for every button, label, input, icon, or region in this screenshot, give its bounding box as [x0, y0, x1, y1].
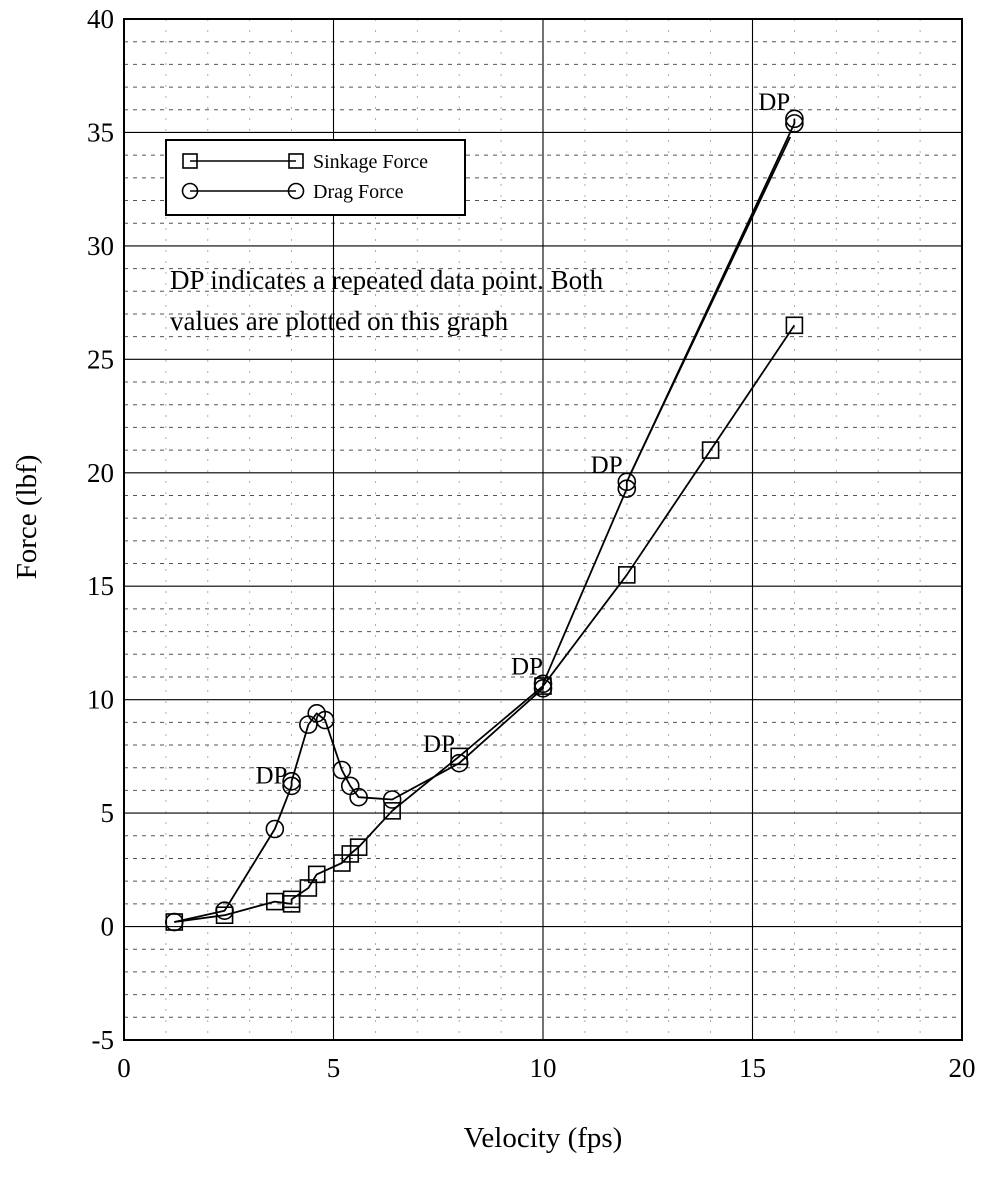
data-point-drag	[785, 114, 804, 133]
legend-label-drag: Drag Force	[313, 181, 404, 203]
y-tick-label: 25	[87, 344, 114, 374]
data-point-drag	[164, 912, 184, 932]
y-axis-label: Force (lbf)	[11, 455, 43, 580]
data-point-drag	[349, 787, 368, 807]
dp-label: DP	[591, 452, 623, 479]
x-tick-label: 15	[739, 1053, 766, 1083]
data-markers	[164, 109, 804, 932]
legend-box	[165, 139, 466, 216]
dp-labels: DP DP DP DP DP	[255, 89, 790, 790]
data-point-sinkage	[785, 316, 804, 335]
data-point-sinkage	[450, 747, 469, 766]
data-point-sinkage	[307, 865, 326, 884]
y-tick-label: 30	[87, 231, 114, 261]
x-tick-label: 0	[117, 1053, 131, 1083]
annotation-line-1: DP indicates a repeated data point. Both	[170, 265, 604, 295]
legend-marker-circle-2	[287, 182, 305, 200]
data-point-drag	[382, 790, 402, 809]
data-point-drag	[785, 109, 804, 129]
y-tick-label: 40	[87, 4, 114, 34]
data-point-drag	[315, 710, 335, 730]
y-tick-label: 10	[87, 685, 114, 715]
x-tick-label: 20	[949, 1053, 976, 1083]
y-tick-label: 15	[87, 571, 114, 601]
data-point-drag	[617, 472, 637, 492]
x-tick-label: 5	[327, 1053, 341, 1083]
data-point-sinkage	[701, 441, 720, 459]
legend-marker-square-1	[182, 153, 198, 169]
data-point-drag	[533, 674, 553, 694]
plot-frame	[123, 18, 963, 1041]
x-tick-label: 10	[530, 1053, 557, 1083]
data-point-drag	[617, 479, 637, 498]
data-point-drag	[265, 819, 285, 839]
y-tick-label: 0	[101, 912, 115, 942]
data-point-sinkage	[349, 838, 368, 856]
dp-label: DP	[423, 731, 455, 758]
dp-label: DP	[511, 654, 543, 681]
y-tick-label: 35	[87, 117, 114, 147]
data-point-drag	[215, 901, 234, 920]
y-tick-label: 5	[101, 798, 115, 828]
data-point-sinkage	[383, 802, 401, 820]
data-point-sinkage	[282, 890, 301, 909]
series-lines	[174, 118, 796, 923]
data-point-drag	[282, 776, 301, 796]
legend-label-sinkage: Sinkage Force	[313, 151, 428, 173]
x-axis-label: Velocity (fps)	[464, 1122, 623, 1154]
annotation-leader-line	[630, 136, 792, 474]
y-tick-label: 20	[87, 458, 114, 488]
data-point-drag	[449, 753, 469, 773]
data-point-drag	[282, 772, 301, 791]
legend-marker-square-2	[288, 153, 304, 169]
series-line-drag	[174, 118, 796, 923]
legend: Sinkage Force Drag Force	[165, 139, 466, 216]
annotation-line-2: values are plotted on this graph	[170, 306, 509, 336]
y-tick-label: -5	[92, 1025, 115, 1055]
legend-marker-circle-1	[181, 182, 199, 200]
data-point-sinkage	[617, 566, 636, 584]
data-point-drag	[332, 760, 352, 780]
dp-label: DP	[758, 89, 790, 116]
dp-label: DP	[255, 763, 287, 790]
data-point-drag	[533, 679, 553, 698]
